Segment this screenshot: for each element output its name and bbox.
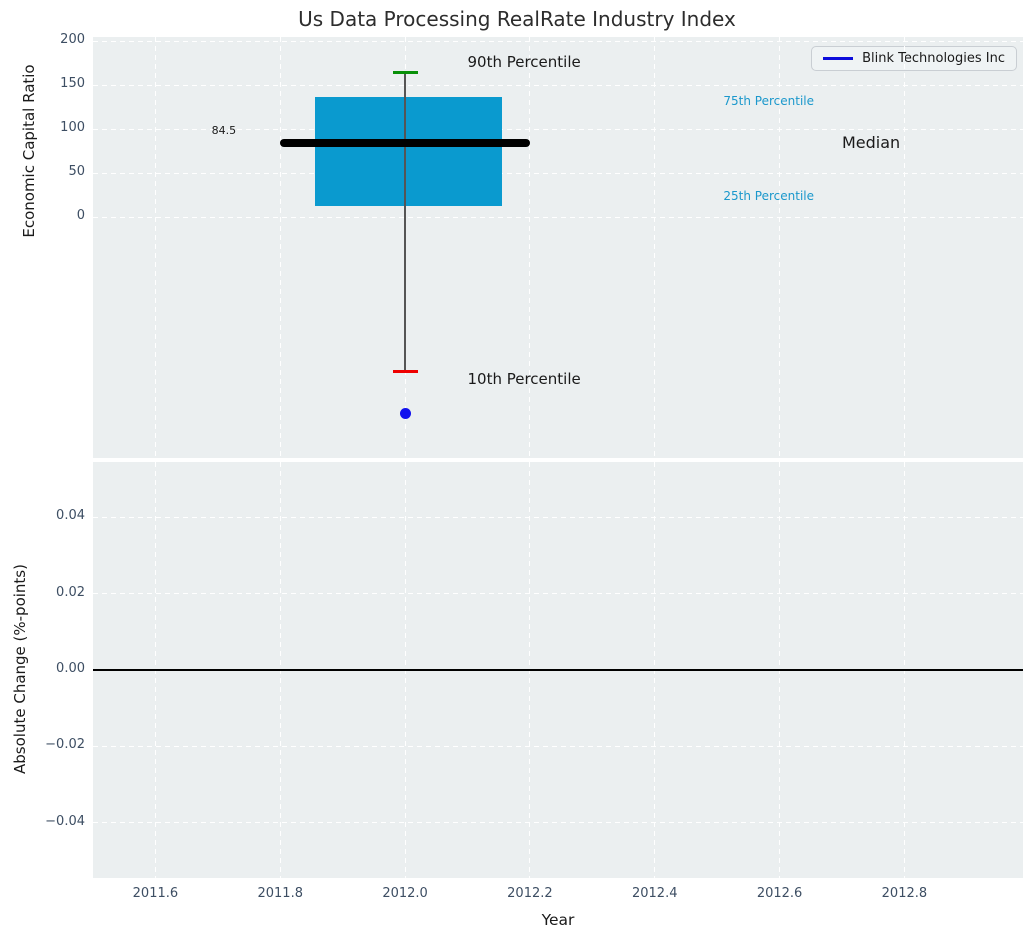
p90-label: 90th Percentile <box>467 53 581 72</box>
x-tick-label: 2012.2 <box>507 886 553 901</box>
y-tick-label: 0.02 <box>56 584 85 600</box>
y-tick-label: 50 <box>68 164 85 180</box>
median-value: 84.5 <box>211 124 237 137</box>
p25-label: 25th Percentile <box>723 189 814 204</box>
x-tick-label: 2012.4 <box>631 886 678 901</box>
boxplot-p10-cap <box>392 370 418 374</box>
gridline-horizontal <box>93 172 1023 174</box>
gridline-vertical <box>779 37 781 458</box>
x-tick-label: 2012.0 <box>382 886 428 901</box>
p10-label: 10th Percentile <box>467 369 581 388</box>
y-tick-label: 0.00 <box>56 661 85 676</box>
legend-label: Blink Technologies Inc <box>862 51 1005 66</box>
chart-title: Us Data Processing RealRate Industry Ind… <box>298 7 736 31</box>
p75-label: 75th Percentile <box>723 94 814 109</box>
y-tick-label: −0.02 <box>45 737 85 753</box>
gridline-vertical <box>654 37 656 458</box>
boxplot-iqr-box <box>314 96 502 207</box>
company-data-point <box>399 407 411 419</box>
top-plot-area: Blink Technologies Inc 90th Percentile 75… <box>93 37 1023 458</box>
boxplot-p90-cap <box>392 70 418 74</box>
gridline-horizontal <box>93 216 1023 218</box>
gridline-vertical <box>903 37 905 458</box>
y-tick-label: −0.04 <box>45 813 85 829</box>
gridline-vertical <box>279 37 281 458</box>
x-tick-label: 2011.6 <box>132 886 179 901</box>
y-tick-label: 0 <box>76 208 85 224</box>
y-tick-label: 100 <box>60 120 85 136</box>
gridline-vertical <box>154 37 156 458</box>
legend-line-swatch <box>823 57 854 60</box>
boxplot-whisker-line <box>404 72 406 372</box>
boxplot-median-line <box>280 138 530 147</box>
gridline-vertical <box>529 37 531 458</box>
gridline-horizontal <box>93 84 1023 86</box>
gridline-horizontal <box>93 822 1023 824</box>
median-label: Median <box>841 132 901 152</box>
gridline-horizontal <box>93 593 1023 595</box>
x-tick-label: 2011.8 <box>257 886 303 901</box>
gridline-horizontal <box>93 128 1023 130</box>
y-tick-label: 200 <box>60 32 85 48</box>
bottom-plot-area <box>93 462 1023 878</box>
y-tick-label: 150 <box>60 76 85 92</box>
x-tick-label: 2012.6 <box>756 886 803 901</box>
gridline-horizontal <box>93 516 1023 518</box>
x-tick-label: 2012.8 <box>881 886 928 901</box>
zero-line <box>93 669 1023 671</box>
x-axis-label: Year <box>541 911 575 929</box>
y-tick-label: 0.04 <box>56 508 85 524</box>
legend: Blink Technologies Inc <box>811 46 1017 71</box>
gridline-horizontal <box>93 40 1023 42</box>
gridline-horizontal <box>93 745 1023 747</box>
